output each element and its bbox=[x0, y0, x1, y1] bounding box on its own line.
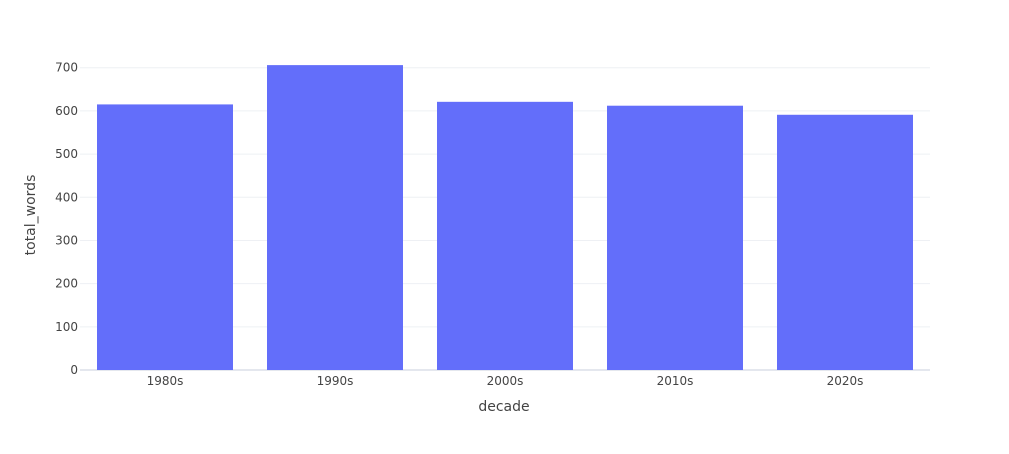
y-tick-label: 700 bbox=[55, 61, 78, 75]
x-axis-title: decade bbox=[478, 399, 529, 415]
x-tick-label: 1990s bbox=[317, 374, 354, 388]
y-tick-label: 100 bbox=[55, 320, 78, 334]
y-axis-ticks: 0 100 200 300 400 500 600 700 bbox=[55, 61, 78, 377]
x-axis-ticks: 1980s 1990s 2000s 2010s 2020s bbox=[147, 374, 864, 388]
y-axis-title: total_words bbox=[23, 175, 39, 256]
bar-1990s[interactable] bbox=[267, 65, 403, 370]
bar-2010s[interactable] bbox=[607, 105, 743, 371]
x-tick-label: 2010s bbox=[657, 374, 694, 388]
x-tick-label: 2000s bbox=[487, 374, 524, 388]
y-tick-label: 200 bbox=[55, 277, 78, 291]
x-tick-label: 2020s bbox=[827, 374, 864, 388]
y-tick-label: 500 bbox=[55, 147, 78, 161]
y-tick-label: 600 bbox=[55, 104, 78, 118]
y-tick-label: 400 bbox=[55, 190, 78, 204]
bars bbox=[97, 65, 913, 371]
y-tick-label: 0 bbox=[70, 363, 78, 377]
x-tick-label: 1980s bbox=[147, 374, 184, 388]
bar-2020s[interactable] bbox=[777, 114, 913, 370]
bar-1980s[interactable] bbox=[97, 104, 233, 370]
y-tick-label: 300 bbox=[55, 233, 78, 247]
bar-2000s[interactable] bbox=[437, 101, 573, 370]
